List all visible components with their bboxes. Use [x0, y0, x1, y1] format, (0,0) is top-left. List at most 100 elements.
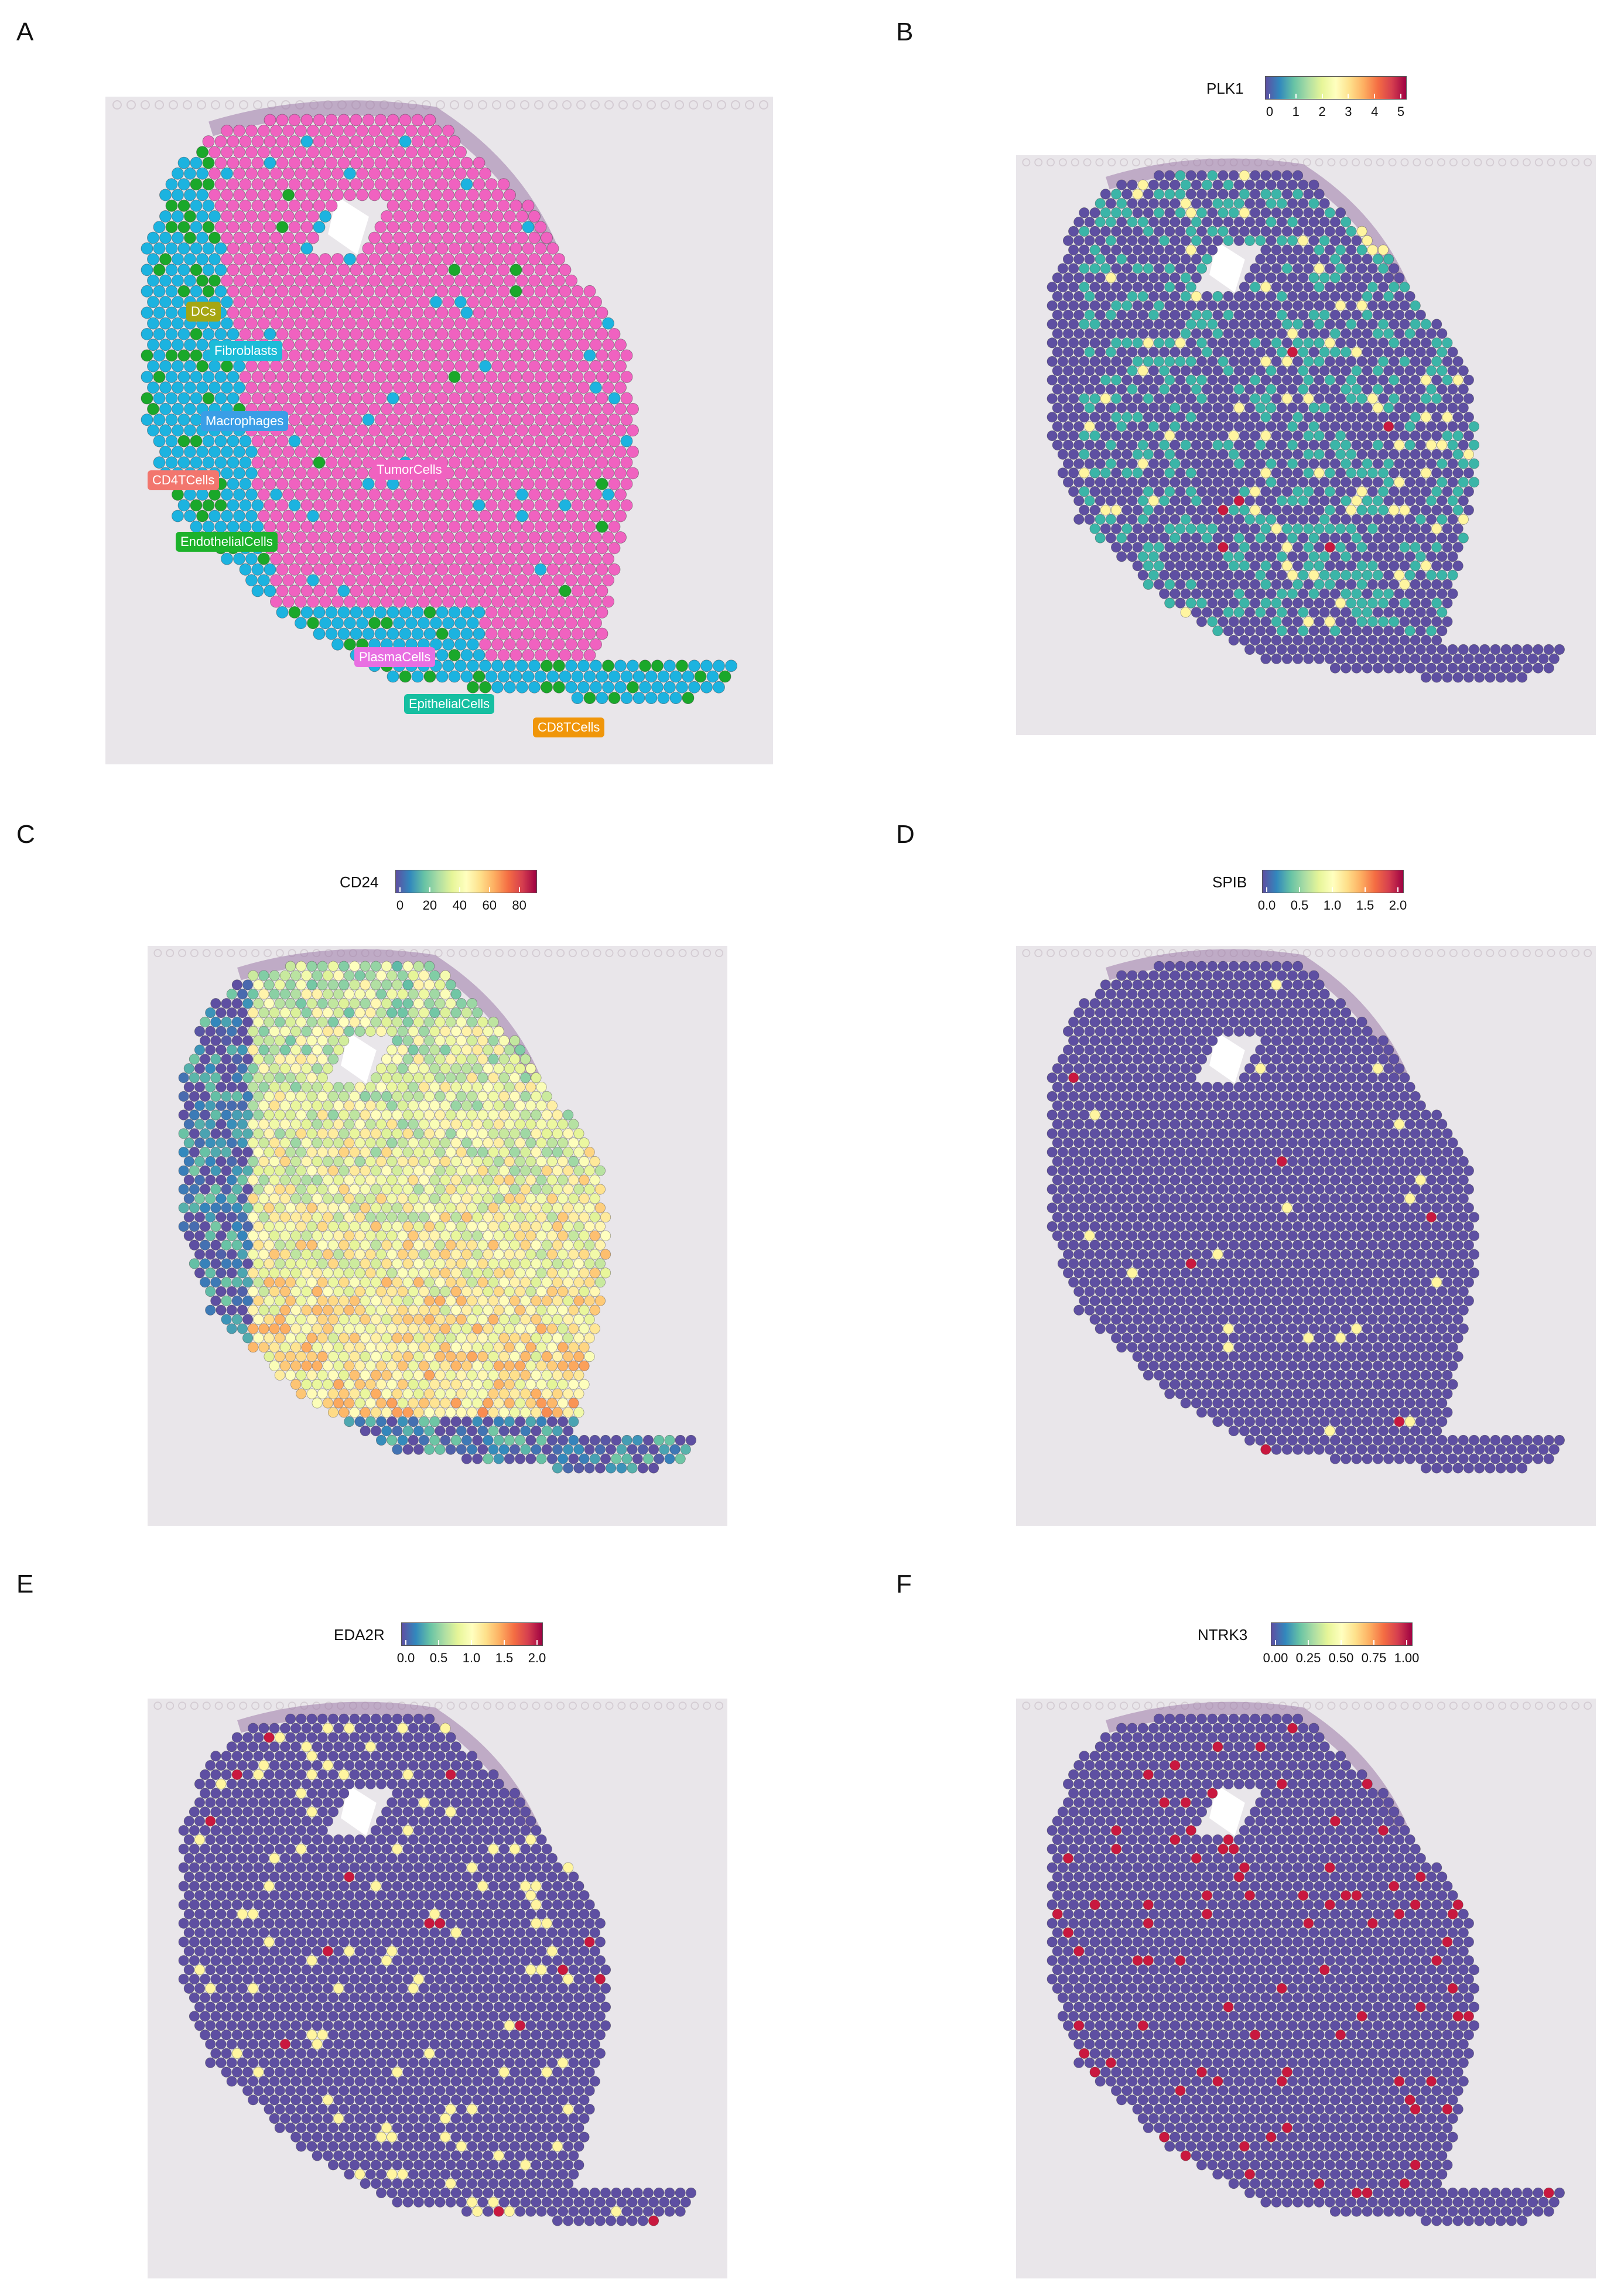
spot — [288, 264, 301, 276]
spot — [418, 1044, 430, 1055]
spot — [413, 1016, 424, 1027]
spot — [1116, 272, 1127, 283]
spot — [354, 1156, 365, 1167]
spot — [327, 979, 339, 990]
spot — [1292, 412, 1304, 423]
spot — [1292, 504, 1304, 515]
spot — [608, 477, 621, 490]
spot — [1143, 449, 1154, 460]
spot — [285, 1128, 296, 1139]
spot — [356, 189, 368, 201]
background-spot — [1498, 158, 1507, 167]
spot — [392, 1184, 403, 1195]
spot — [183, 1230, 194, 1241]
spot — [568, 1212, 579, 1223]
spot — [368, 339, 381, 351]
spot — [1073, 272, 1085, 283]
spot — [1062, 309, 1074, 320]
spot — [387, 327, 399, 340]
spot — [436, 392, 449, 405]
spot — [473, 414, 485, 426]
spot — [1084, 235, 1095, 246]
spot — [408, 1137, 419, 1149]
spot — [1399, 467, 1410, 479]
spot — [295, 124, 307, 137]
spot — [1341, 439, 1352, 450]
spot — [546, 1174, 558, 1185]
spot — [1399, 523, 1410, 534]
spot — [558, 1174, 569, 1185]
spot — [1207, 319, 1218, 330]
spot — [1084, 272, 1095, 283]
spot — [1175, 374, 1186, 385]
spot — [1372, 588, 1383, 599]
spot — [189, 1091, 200, 1102]
spot — [472, 1100, 483, 1111]
spot — [1308, 588, 1319, 599]
spot — [430, 124, 442, 137]
spot — [1143, 319, 1154, 330]
spot — [365, 970, 376, 981]
spot — [608, 563, 621, 576]
spot — [1292, 597, 1304, 609]
spot — [573, 1202, 584, 1214]
spot — [216, 1137, 227, 1149]
spot — [485, 371, 498, 383]
spot — [1281, 616, 1292, 627]
background-spot — [1352, 158, 1360, 167]
spot — [1244, 569, 1256, 580]
spot — [436, 520, 449, 533]
spot — [338, 1258, 350, 1269]
spot — [402, 1054, 413, 1065]
spot — [541, 467, 553, 480]
spot — [528, 488, 541, 501]
spot — [274, 1016, 285, 1027]
spot — [1127, 235, 1138, 246]
spot — [231, 1035, 242, 1046]
spot — [405, 488, 418, 501]
spot — [276, 606, 289, 619]
spot — [258, 510, 270, 522]
spot — [579, 1137, 590, 1149]
spot — [274, 1072, 285, 1084]
spot — [165, 456, 178, 469]
spot — [460, 156, 473, 169]
spot — [596, 414, 608, 426]
spot — [1100, 226, 1111, 237]
spot — [214, 327, 227, 340]
spot — [178, 1165, 189, 1176]
spot — [461, 1230, 472, 1241]
spot — [413, 1165, 424, 1176]
spot — [402, 1184, 413, 1195]
spot — [485, 306, 498, 319]
spot — [202, 520, 215, 533]
spot — [525, 1249, 536, 1260]
spot — [1132, 412, 1143, 423]
spot — [590, 446, 602, 458]
spot — [411, 327, 424, 340]
spot — [368, 617, 381, 630]
spot — [331, 124, 344, 137]
spot — [565, 617, 577, 630]
spot — [1148, 495, 1159, 507]
spot — [559, 649, 572, 661]
spot — [264, 477, 276, 490]
spot — [563, 1202, 574, 1214]
spot — [1356, 579, 1367, 590]
spot — [1185, 579, 1196, 590]
spot — [430, 146, 442, 159]
spot — [306, 1165, 317, 1176]
spot — [467, 1072, 478, 1084]
spot — [231, 1128, 242, 1139]
spot — [370, 998, 381, 1009]
spot — [408, 989, 419, 1000]
spot — [472, 1267, 483, 1279]
spot — [440, 1100, 451, 1111]
spot — [483, 1212, 494, 1223]
spot — [563, 1184, 574, 1195]
spot — [269, 970, 280, 981]
spot — [1351, 495, 1362, 507]
spot — [1287, 551, 1298, 562]
spot — [1159, 309, 1170, 320]
spot — [258, 167, 270, 180]
